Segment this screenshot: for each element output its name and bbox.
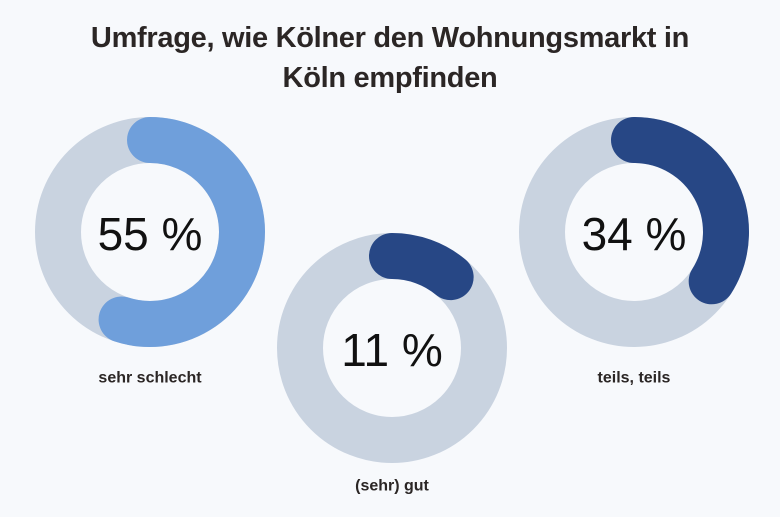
donut-value-teils-teils: 34 %	[582, 208, 687, 260]
donut-arc-sehr-schlecht	[98, 117, 265, 347]
donut-sehr-schlecht: 55 % sehr schlecht	[35, 117, 265, 387]
chart-title-line-1: Umfrage, wie Kölner den Wohnungsmarkt in	[90, 22, 690, 54]
donut-label-sehr-gut: (sehr) gut	[355, 478, 429, 495]
donut-arc-teils-teils	[611, 117, 749, 305]
donut-teils-teils: 34 % teils, teils	[519, 117, 749, 387]
donut-value-sehr-gut: 11 %	[341, 324, 442, 376]
chart-title: Umfrage, wie Kölner den Wohnungsmarkt in…	[0, 18, 780, 98]
donut-sehr-gut: 11 % (sehr) gut	[277, 233, 507, 495]
donut-value-sehr-schlecht: 55 %	[98, 208, 203, 260]
chart-title-line-2: Köln empfinden	[282, 62, 498, 94]
donut-label-teils-teils: teils, teils	[598, 370, 671, 387]
donut-arc-sehr-gut	[369, 233, 474, 301]
donut-label-sehr-schlecht: sehr schlecht	[98, 370, 202, 387]
